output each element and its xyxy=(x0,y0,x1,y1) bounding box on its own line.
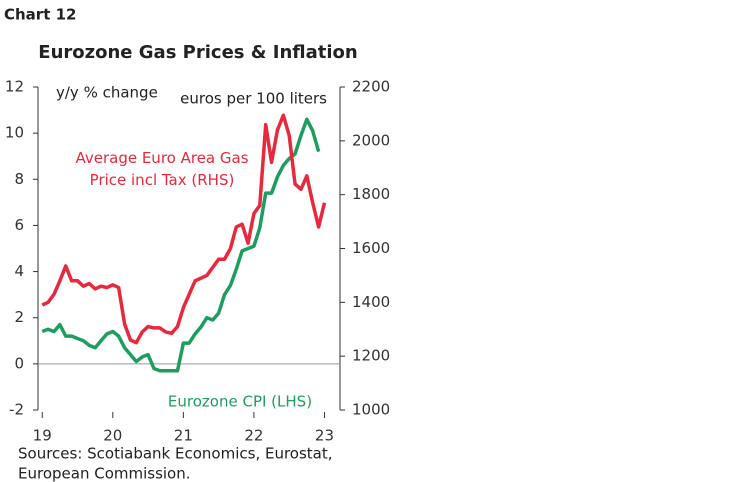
x-tick-label: 22 xyxy=(244,427,263,445)
series-line xyxy=(41,113,327,345)
y2-tick-label: 1000 xyxy=(352,401,390,419)
x-tick-label: 19 xyxy=(33,427,52,445)
y2-tick-label: 1200 xyxy=(352,347,390,365)
source-line: Sources: Scotiabank Economics, Eurostat, xyxy=(18,445,333,463)
chart-label: Chart 12 xyxy=(4,6,76,24)
source-line: European Commission. xyxy=(18,465,191,482)
y2-tick-label: 2200 xyxy=(352,78,390,96)
y-tick-label: 12 xyxy=(5,78,24,96)
y-tick-label: 4 xyxy=(14,262,24,280)
y-tick-label: -2 xyxy=(9,401,24,419)
y-tick-label: 10 xyxy=(5,124,24,142)
x-tick-label: 23 xyxy=(315,427,334,445)
y2-tick-label: 1600 xyxy=(352,239,390,257)
y-tick-label: 6 xyxy=(14,216,24,234)
y2-tick-label: 1400 xyxy=(352,293,390,311)
legend-label: Average Euro Area Gas Price incl Tax (RHS… xyxy=(75,149,248,189)
y2-tick-label: 2000 xyxy=(352,131,390,149)
y2-tick-label: 1800 xyxy=(352,185,390,203)
y2-axis-label: euros per 100 liters xyxy=(180,90,327,108)
y-axis-label: y/y % change xyxy=(56,84,158,102)
y-tick-label: 8 xyxy=(14,170,24,188)
series-line xyxy=(41,117,321,373)
x-tick-label: 20 xyxy=(103,427,122,445)
y-tick-label: 0 xyxy=(14,354,24,372)
y-tick-label: 2 xyxy=(14,308,24,326)
legend-label: Eurozone CPI (LHS) xyxy=(168,393,312,411)
x-tick-label: 21 xyxy=(174,427,193,445)
chart-title: Eurozone Gas Prices & Inflation xyxy=(38,42,357,63)
